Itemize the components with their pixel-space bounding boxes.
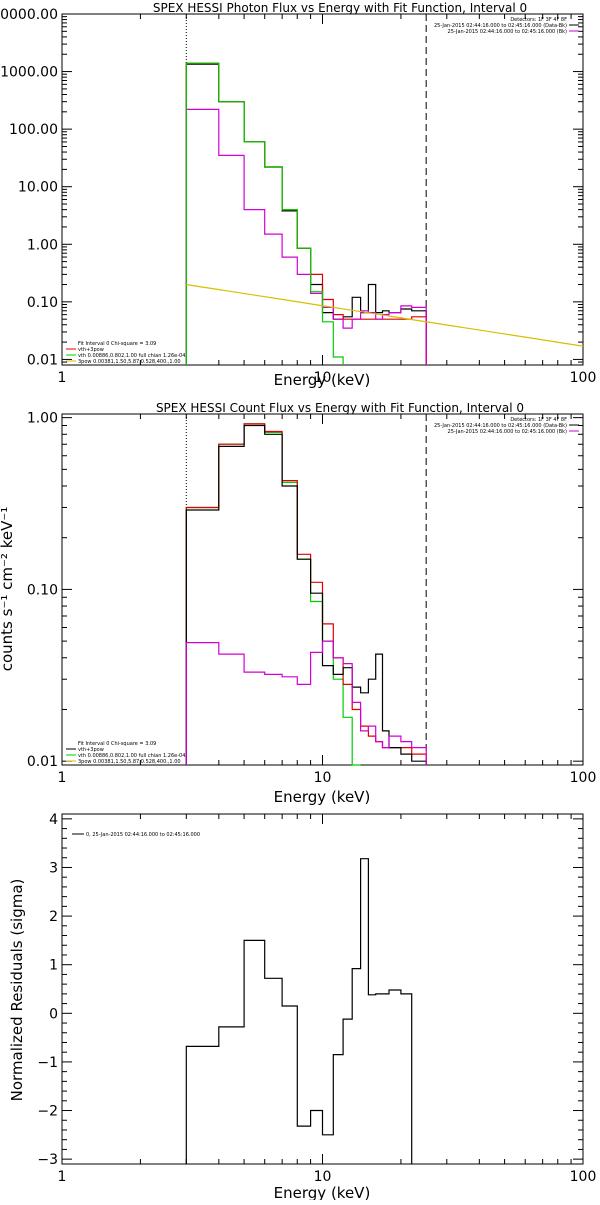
y-tick-label: −1 <box>37 1055 58 1071</box>
series-3pow <box>186 283 584 347</box>
y-tick-label: 0.01 <box>27 352 58 368</box>
x-tick-label: 100 <box>570 770 597 786</box>
y-tick-label: 10.00 <box>18 180 58 196</box>
y-tick-label: 2 <box>49 909 58 925</box>
x-tick-label: 1 <box>58 1169 67 1185</box>
y-tick-label: −3 <box>37 1152 58 1168</box>
legend-bottom-left-text: 3pow 0.00381,1.50,5.87,0.528,400.,1.00 <box>78 759 181 765</box>
legend-top-right-text: Detectors: 1F 3F 4F 8F <box>510 417 567 423</box>
count-flux-panel: SPEX HESSI Count Flux vs Energy with Fit… <box>0 401 596 806</box>
series-bk <box>185 640 427 765</box>
count-flux-ticks: 1 10 100 1.00 0.10 0.01 <box>27 411 597 786</box>
x-tick-label: 100 <box>570 370 597 386</box>
series-vth <box>185 62 344 365</box>
legend-bottom-left-text: 3pow 0.00381,1.50,5.87,0.528,400.,1.00 <box>78 359 181 365</box>
y-tick-label: 0.01 <box>27 754 58 770</box>
y-tick-label: 1000.00 <box>0 65 58 81</box>
series-data-bk <box>185 424 427 765</box>
y-tick-label: 3 <box>49 860 58 876</box>
y-tick-label: −2 <box>37 1104 58 1120</box>
x-tick-label: 10 <box>314 370 332 386</box>
x-tick-label: 10 <box>314 1169 332 1185</box>
y-tick-label: 0.10 <box>27 295 58 311</box>
photon-flux-xlabel: Energy (keV) <box>274 371 371 389</box>
series-vth <box>185 423 361 766</box>
legend-top-right-text: Detectors: 1F 3F 4F 8F <box>510 17 567 23</box>
legend-top-right-text: 25-Jan-2015 02:44:16.000 to 02:45:16.000… <box>434 423 567 429</box>
legend-bottom-left-text: vth 0.00886,0.802,1.00 full chian 1.26e-… <box>78 753 185 759</box>
legend-bottom-left-text: Fit Interval 0 Chi-square = 3.09 <box>78 341 156 347</box>
photon-flux-series <box>185 62 584 365</box>
legend-bottom-left-text: Fit Interval 0 Chi-square = 3.09 <box>78 741 156 747</box>
y-tick-label: 4 <box>49 812 58 828</box>
x-tick-label: 1 <box>58 770 67 786</box>
count-flux-xlabel: Energy (keV) <box>274 788 371 806</box>
x-tick-label: 100 <box>570 1169 597 1185</box>
x-tick-label: 10 <box>314 770 332 786</box>
y-tick-label: 0 <box>49 1006 58 1022</box>
photon-flux-ticks: 1 10 100 0000.00 1000.00 100.00 10.00 1.00 0.10 0… <box>0 7 596 386</box>
series-vth-3pow <box>185 62 427 365</box>
series-data-bk <box>185 63 427 365</box>
x-tick-label: 1 <box>58 370 67 386</box>
count-flux-title: SPEX HESSI Count Flux vs Energy with Fit… <box>156 401 524 415</box>
series-vth-3pow <box>185 423 427 765</box>
legend-top-right-text: 25-Jan-2015 02:44:16.000 to 02:45:16.000… <box>448 29 568 35</box>
legend-top-right-text: 25-Jan-2015 02:44:16.000 to 02:45:16.000… <box>448 429 568 435</box>
y-tick-label: 0.10 <box>27 582 58 598</box>
legend-top-left-text: 0, 25-Jan-2015 02:44:16.000 to 02:45:16.… <box>86 832 200 838</box>
count-flux-ylabel: counts s⁻¹ cm⁻² keV⁻¹ <box>0 507 16 672</box>
count-flux-vlines <box>185 414 427 765</box>
residuals-xlabel: Energy (keV) <box>274 1184 371 1200</box>
y-tick-label: 1.00 <box>27 411 58 427</box>
residuals-series <box>185 858 413 1164</box>
photon-flux-vlines <box>185 14 427 365</box>
series-residuals <box>185 858 413 1164</box>
count-flux-series <box>185 423 427 766</box>
photon-flux-title: SPEX HESSI Photon Flux vs Energy with Fi… <box>153 1 527 15</box>
y-tick-label: 0000.00 <box>0 7 58 23</box>
y-tick-label: 1 <box>49 958 58 974</box>
legend-bottom-left-text: vth+3pow <box>78 347 104 353</box>
photon-flux-panel: SPEX HESSI Photon Flux vs Energy with Fi… <box>0 1 596 389</box>
legend-top-right-text: 25-Jan-2015 02:44:16.000 to 02:45:16.000… <box>434 23 567 29</box>
series-bk <box>185 108 427 365</box>
y-tick-label: 1.00 <box>27 237 58 253</box>
residuals-ylabel: Normalized Residuals (sigma) <box>8 879 26 1102</box>
y-tick-label: 100.00 <box>9 122 58 138</box>
legend-bottom-left-text: vth 0.00886,0.802,1.00 full chian 1.26e-… <box>78 353 185 359</box>
legend-bottom-left-text: vth+3pow <box>78 747 104 753</box>
residuals-legend: 0, 25-Jan-2015 02:44:16.000 to 02:45:16.… <box>72 832 200 838</box>
